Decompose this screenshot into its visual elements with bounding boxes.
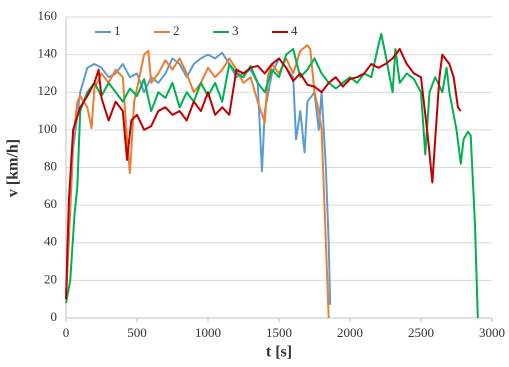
legend-label: 2 [173, 23, 180, 38]
y-tick-label: 60 [44, 196, 57, 211]
series-line [65, 47, 462, 300]
y-tick-label: 160 [38, 8, 58, 23]
y-tick-label: 40 [44, 234, 57, 249]
y-tick-label: 100 [38, 121, 58, 136]
y-tick-label: 20 [44, 271, 57, 286]
x-tick-label: 2500 [408, 325, 434, 340]
x-tick-label: 0 [63, 325, 70, 340]
y-tick-label: 120 [38, 83, 58, 98]
series-line [65, 44, 330, 319]
x-tick-label: 500 [127, 325, 147, 340]
x-tick-label: 2000 [337, 325, 363, 340]
y-tick-label: 80 [44, 158, 57, 173]
legend-label: 4 [291, 23, 298, 38]
legend-label: 3 [232, 23, 239, 38]
x-tick-label: 1000 [195, 325, 221, 340]
y-axis-label: v [km/h] [5, 139, 22, 197]
x-tick-label: 1500 [266, 325, 292, 340]
series-line [65, 32, 479, 319]
x-tick-label: 3000 [479, 325, 505, 340]
y-tick-label: 140 [38, 46, 58, 61]
y-tick-label: 0 [51, 309, 58, 324]
x-axis-label: t [s] [266, 344, 292, 361]
legend-label: 1 [114, 23, 121, 38]
